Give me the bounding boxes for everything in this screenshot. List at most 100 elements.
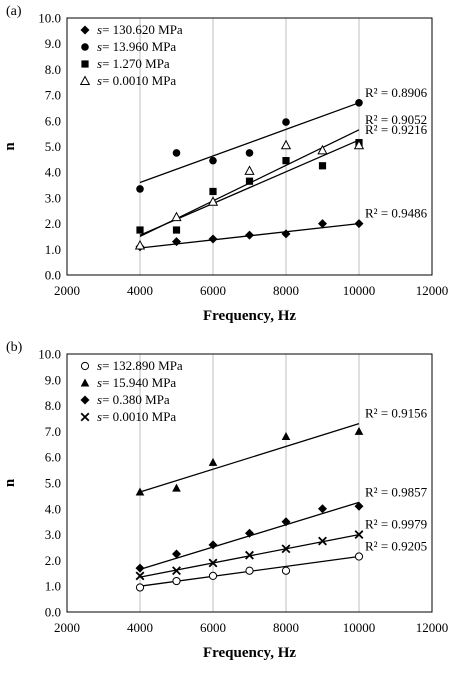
panel-a-data-point [353,139,365,150]
panel-a-y-tick-label: 2.0 [45,216,61,231]
panel-b-data-point [318,536,327,546]
panel-a-y-tick-label: 7.0 [45,88,61,103]
panel-a-label: (a) [6,4,22,19]
panel-a-y-tick-label: 6.0 [45,113,61,128]
panel-b-data-point [172,566,181,576]
panel-b-legend-entry: s= 0.380 MPa [97,392,170,407]
panel-b-series-2: R² = 0.9156 [135,406,428,496]
panel-a-trendline [139,102,360,184]
panel-b-data-point [245,550,254,560]
panel-a-data-point [355,99,363,107]
panel-a-data-point [354,219,364,229]
panel-a-data-point [172,226,181,234]
panel-b-data-point [208,457,218,466]
panel-a-data-point [208,234,218,244]
panel-b-data-point [172,576,181,586]
panel-a-r-squared-label: R² = 0.8906 [365,85,428,100]
panel-b-data-point [245,566,254,575]
panel-a-series-1: R² = 0.9486 [135,206,428,252]
panel-a-r-squared-label: R² = 0.9052 [365,112,427,127]
panel-a-legend-marker [81,43,89,51]
panel-a-data-point [281,229,291,239]
panel-b-r-squared-label: R² = 0.9205 [365,539,427,554]
panel-b-plot-frame [66,353,433,613]
panel-b-y-tick-label: 6.0 [45,450,61,465]
panel-a-plot-frame [66,17,433,276]
panel-a-x-tick-label: 2000 [54,283,80,298]
panel-a-y-tick-label: 5.0 [45,139,61,154]
panel-b-data-point [318,504,327,514]
panel-a-data-point [282,118,290,126]
panel-a-series-4: R² = 0.9216 [134,122,428,250]
panel-a-legend: s= 130.620 MPa s= 13.960 MPa s= 1.270 MPa s… [79,22,183,88]
panel-b-data-point [354,426,364,435]
panel-a-data-point [172,237,181,247]
panel-b-data-point [135,487,145,496]
panel-a-x-tick-label: 4000 [127,283,153,298]
panel-a-data-point [282,157,290,165]
panel-a-y-tick-label: 8.0 [45,62,61,77]
panel-a-y-tick-label: 3.0 [45,190,61,205]
panel-a-y-axis-title: n [2,142,18,151]
panel-a-data-point [172,149,181,157]
panel-b-x-tick-label: 6000 [200,620,226,635]
panel-a-data-point [318,219,327,229]
panel-b-y-tick-label: 10.0 [38,347,61,362]
panel-a-series-2: R² = 0.8906 [136,85,428,193]
panel-b-r-squared-label: R² = 0.9156 [365,406,428,421]
panel-b-x-tick-label: 8000 [273,620,299,635]
panel-a-data-point [245,177,254,185]
panel-b-legend-marker [80,378,90,387]
panel-b-r-squared-label: R² = 0.9979 [365,517,427,532]
panel-b-x-tick-label: 12000 [416,620,449,635]
panel-a-data-point [209,187,217,196]
panel-b-y-tick-label: 5.0 [45,476,61,491]
panel-b-trendline [139,423,360,493]
panel-a-legend-marker [81,60,89,68]
panel-a-x-tick-label: 10000 [343,283,376,298]
panel-b-chart: 2000 4000 6000 8000 10000 12000 0.0 1.0 2.0 3.0 4.… [2,340,448,661]
panel-b-x-axis-title: Frequency, Hz [203,645,296,661]
panel-a-data-point [317,144,328,155]
panel-a-data-point [318,162,327,170]
panel-b-data-point [354,501,364,511]
panel-b-label: (b) [6,340,23,355]
panel-b-data-point [135,563,145,573]
panel-a-r-squared-label: R² = 0.9216 [365,122,428,137]
panel-a-y-tick-label: 0.0 [45,268,61,283]
panel-b-series-1: R² = 0.9205 [135,539,427,592]
panel-b-y-tick-label: 9.0 [45,372,61,387]
panel-a-y-tick-label: 9.0 [45,36,61,51]
panel-b-y-tick-label: 2.0 [45,553,61,568]
panel-a-x-tick-label: 6000 [200,283,226,298]
panel-a-data-point [207,196,219,206]
panel-a-chart: 2000 4000 6000 8000 10000 12000 0.0 1.0 2.0 3.0 4.… [2,4,448,324]
panel-b-data-point [281,544,291,554]
panel-b-series-4: R² = 0.9979 [135,517,427,581]
panel-b-data-point [281,517,291,527]
panel-b-data-point [208,558,218,568]
panel-b-data-point [245,528,254,538]
panel-b-data-point [208,571,218,580]
panel-a-legend-entry: s= 130.620 MPa [97,22,183,37]
panel-b-x-tick-label: 2000 [54,620,80,635]
panel-b-data-point [354,552,364,561]
panel-a-x-tick-label: 8000 [273,283,299,298]
panel-b-legend: s= 132.890 MPa s= 15.940 MPa s= 0.380 MPa s… [80,358,183,424]
panel-b-legend-marker [80,361,90,371]
panel-a-data-point [136,185,144,193]
panel-b-r-squared-label: R² = 0.9857 [365,484,428,499]
panel-b-data-point [354,530,364,540]
panel-b-y-tick-label: 0.0 [45,605,61,620]
panel-a-x-axis-title: Frequency, Hz [203,308,296,324]
panel-b-data-point [135,583,145,592]
panel-b-y-axis-title: n [2,478,18,487]
panel-a-data-point [209,156,217,165]
panel-a-data-point [136,226,144,234]
panel-a-r-squared-label: R² = 0.9486 [365,206,428,221]
panel-a-legend-entry: s= 13.960 MPa [97,39,176,54]
panel-b-legend-entry: s= 132.890 MPa [97,358,183,373]
panel-a-y-tick-label: 4.0 [45,165,61,180]
panel-b-legend-entry: s= 0.0010 MPa [97,409,176,424]
